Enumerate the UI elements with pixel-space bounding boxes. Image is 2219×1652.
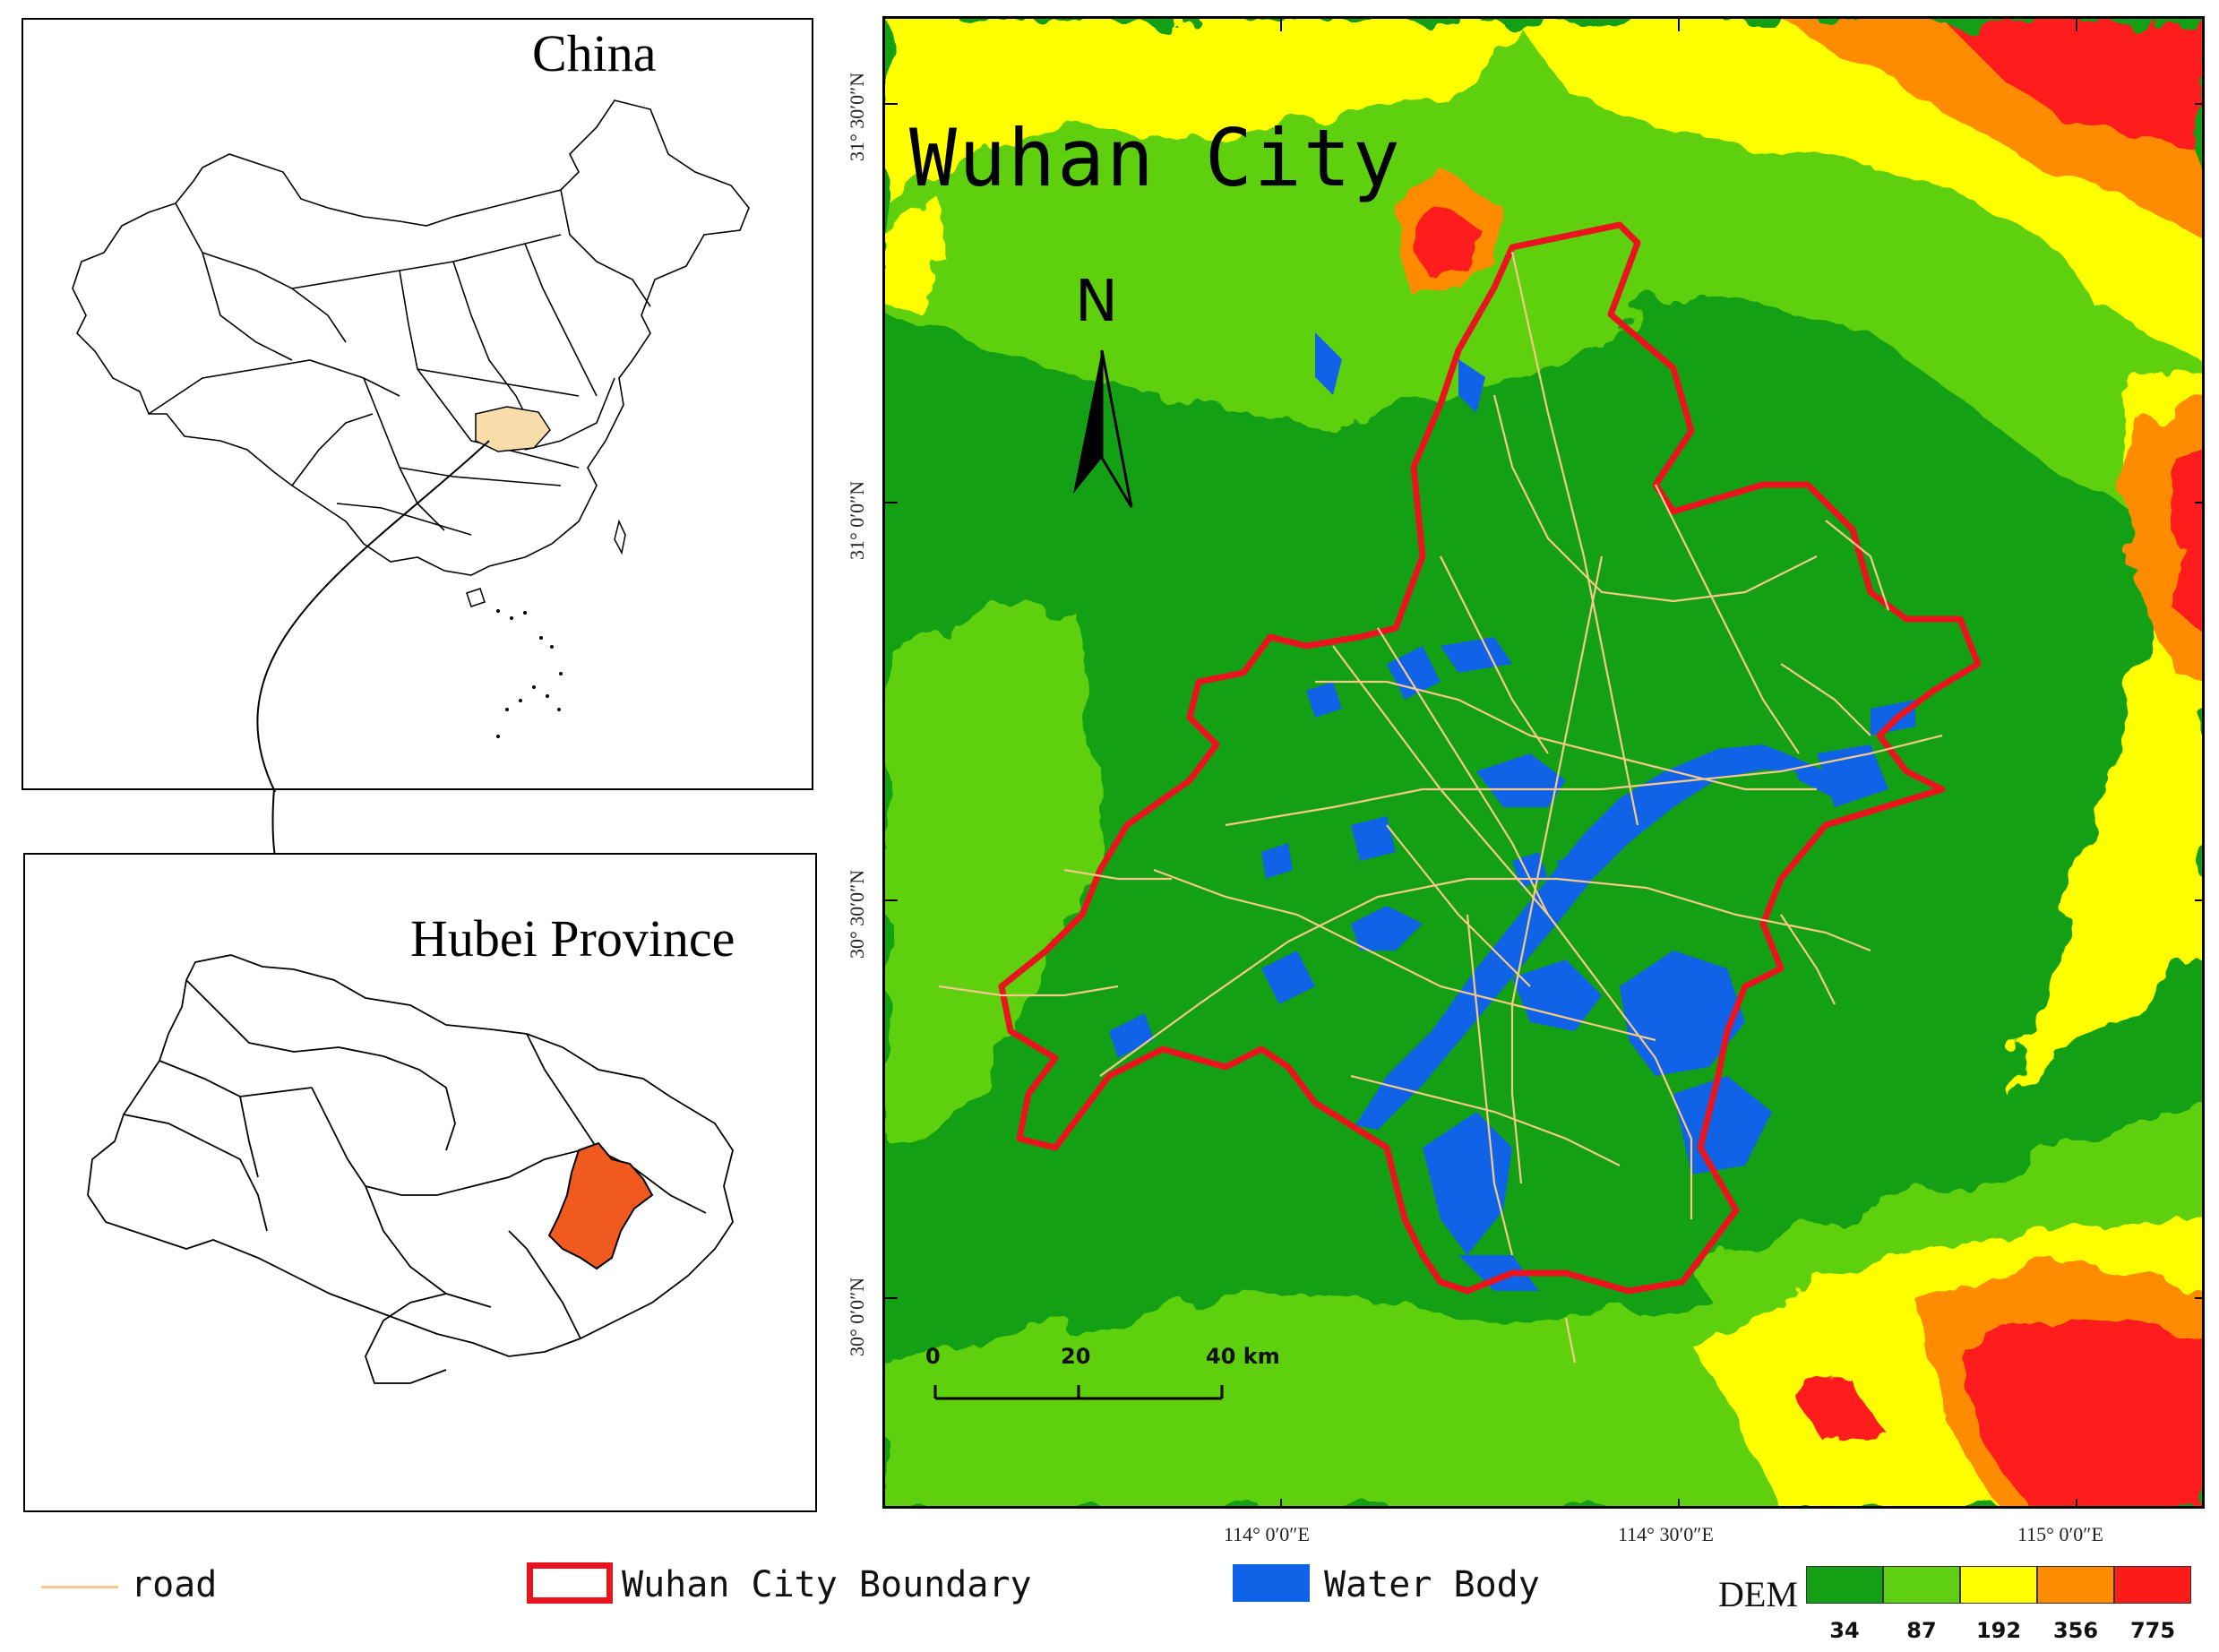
legend-road-label: road	[131, 1564, 218, 1605]
wuhan-dem-map	[882, 16, 2205, 1509]
scale-label-0: 0	[925, 1344, 941, 1369]
scale-label-40: 40 km	[1206, 1344, 1280, 1369]
north-arrow-icon	[1073, 349, 1133, 508]
lon-label-115-00: 115° 0′0″E	[2017, 1523, 2103, 1545]
hubei-outline-map	[87, 954, 734, 1384]
legend-water-label: Water Body	[1324, 1564, 1540, 1605]
hubei-inset-map: Hubei Province	[23, 853, 817, 1512]
china-border	[72, 99, 750, 576]
legend-boundary-label: Wuhan City Boundary	[622, 1564, 1032, 1605]
dem-class-label-3: 356	[2052, 1618, 2099, 1643]
china-outline-map	[72, 99, 750, 792]
south-china-sea-islands	[496, 609, 563, 738]
lon-label-114-30: 114° 30′0″E	[1618, 1523, 1714, 1545]
scale-label-20: 20	[1061, 1344, 1091, 1369]
dem-class-label-1: 87	[1906, 1618, 1937, 1643]
hubei-highlight	[475, 406, 551, 452]
dem-class-label-2: 192	[1975, 1618, 2022, 1643]
hubei-title: Hubei Province	[410, 909, 735, 968]
legend-boundary-swatch	[527, 1562, 613, 1604]
dem-class-swatch-4	[2114, 1566, 2191, 1604]
hubei-border	[87, 954, 734, 1357]
dem-class-swatch-1	[1883, 1566, 1960, 1604]
map-title: Wuhan City	[909, 112, 1402, 204]
lat-label-31-30: 31° 30′0″N	[846, 72, 868, 161]
north-arrow-label: N	[1075, 269, 1118, 335]
dem-class-swatch-3	[2037, 1566, 2114, 1604]
china-inset-map: China	[22, 18, 813, 792]
scale-bar	[933, 1385, 1224, 1400]
water-bodies	[1109, 332, 1915, 1291]
dem-class-label-0: 34	[1829, 1618, 1860, 1643]
legend-water-swatch	[1233, 1564, 1310, 1602]
dem-class-swatch-2	[1960, 1566, 2037, 1604]
dem-class-label-4: 775	[2129, 1618, 2176, 1643]
lat-label-30-00: 30° 0′0″N	[846, 1277, 868, 1356]
dem-class-swatch-0	[1806, 1566, 1883, 1604]
lon-label-114-00: 114° 0′0″E	[1224, 1523, 1310, 1545]
legend-dem-title: DEM	[1718, 1574, 1798, 1614]
lat-label-31-00: 31° 0′0″N	[846, 480, 868, 560]
wuhan-highlight	[547, 1141, 654, 1270]
lat-label-30-30: 30° 30′0″N	[846, 869, 868, 959]
china-title: China	[532, 24, 657, 82]
wuhan-boundary	[998, 221, 1982, 1295]
dem-raster	[885, 19, 2202, 1506]
yangtze-river	[1355, 744, 1799, 1130]
legend-road-swatch	[41, 1586, 118, 1588]
roads	[938, 251, 1943, 1364]
